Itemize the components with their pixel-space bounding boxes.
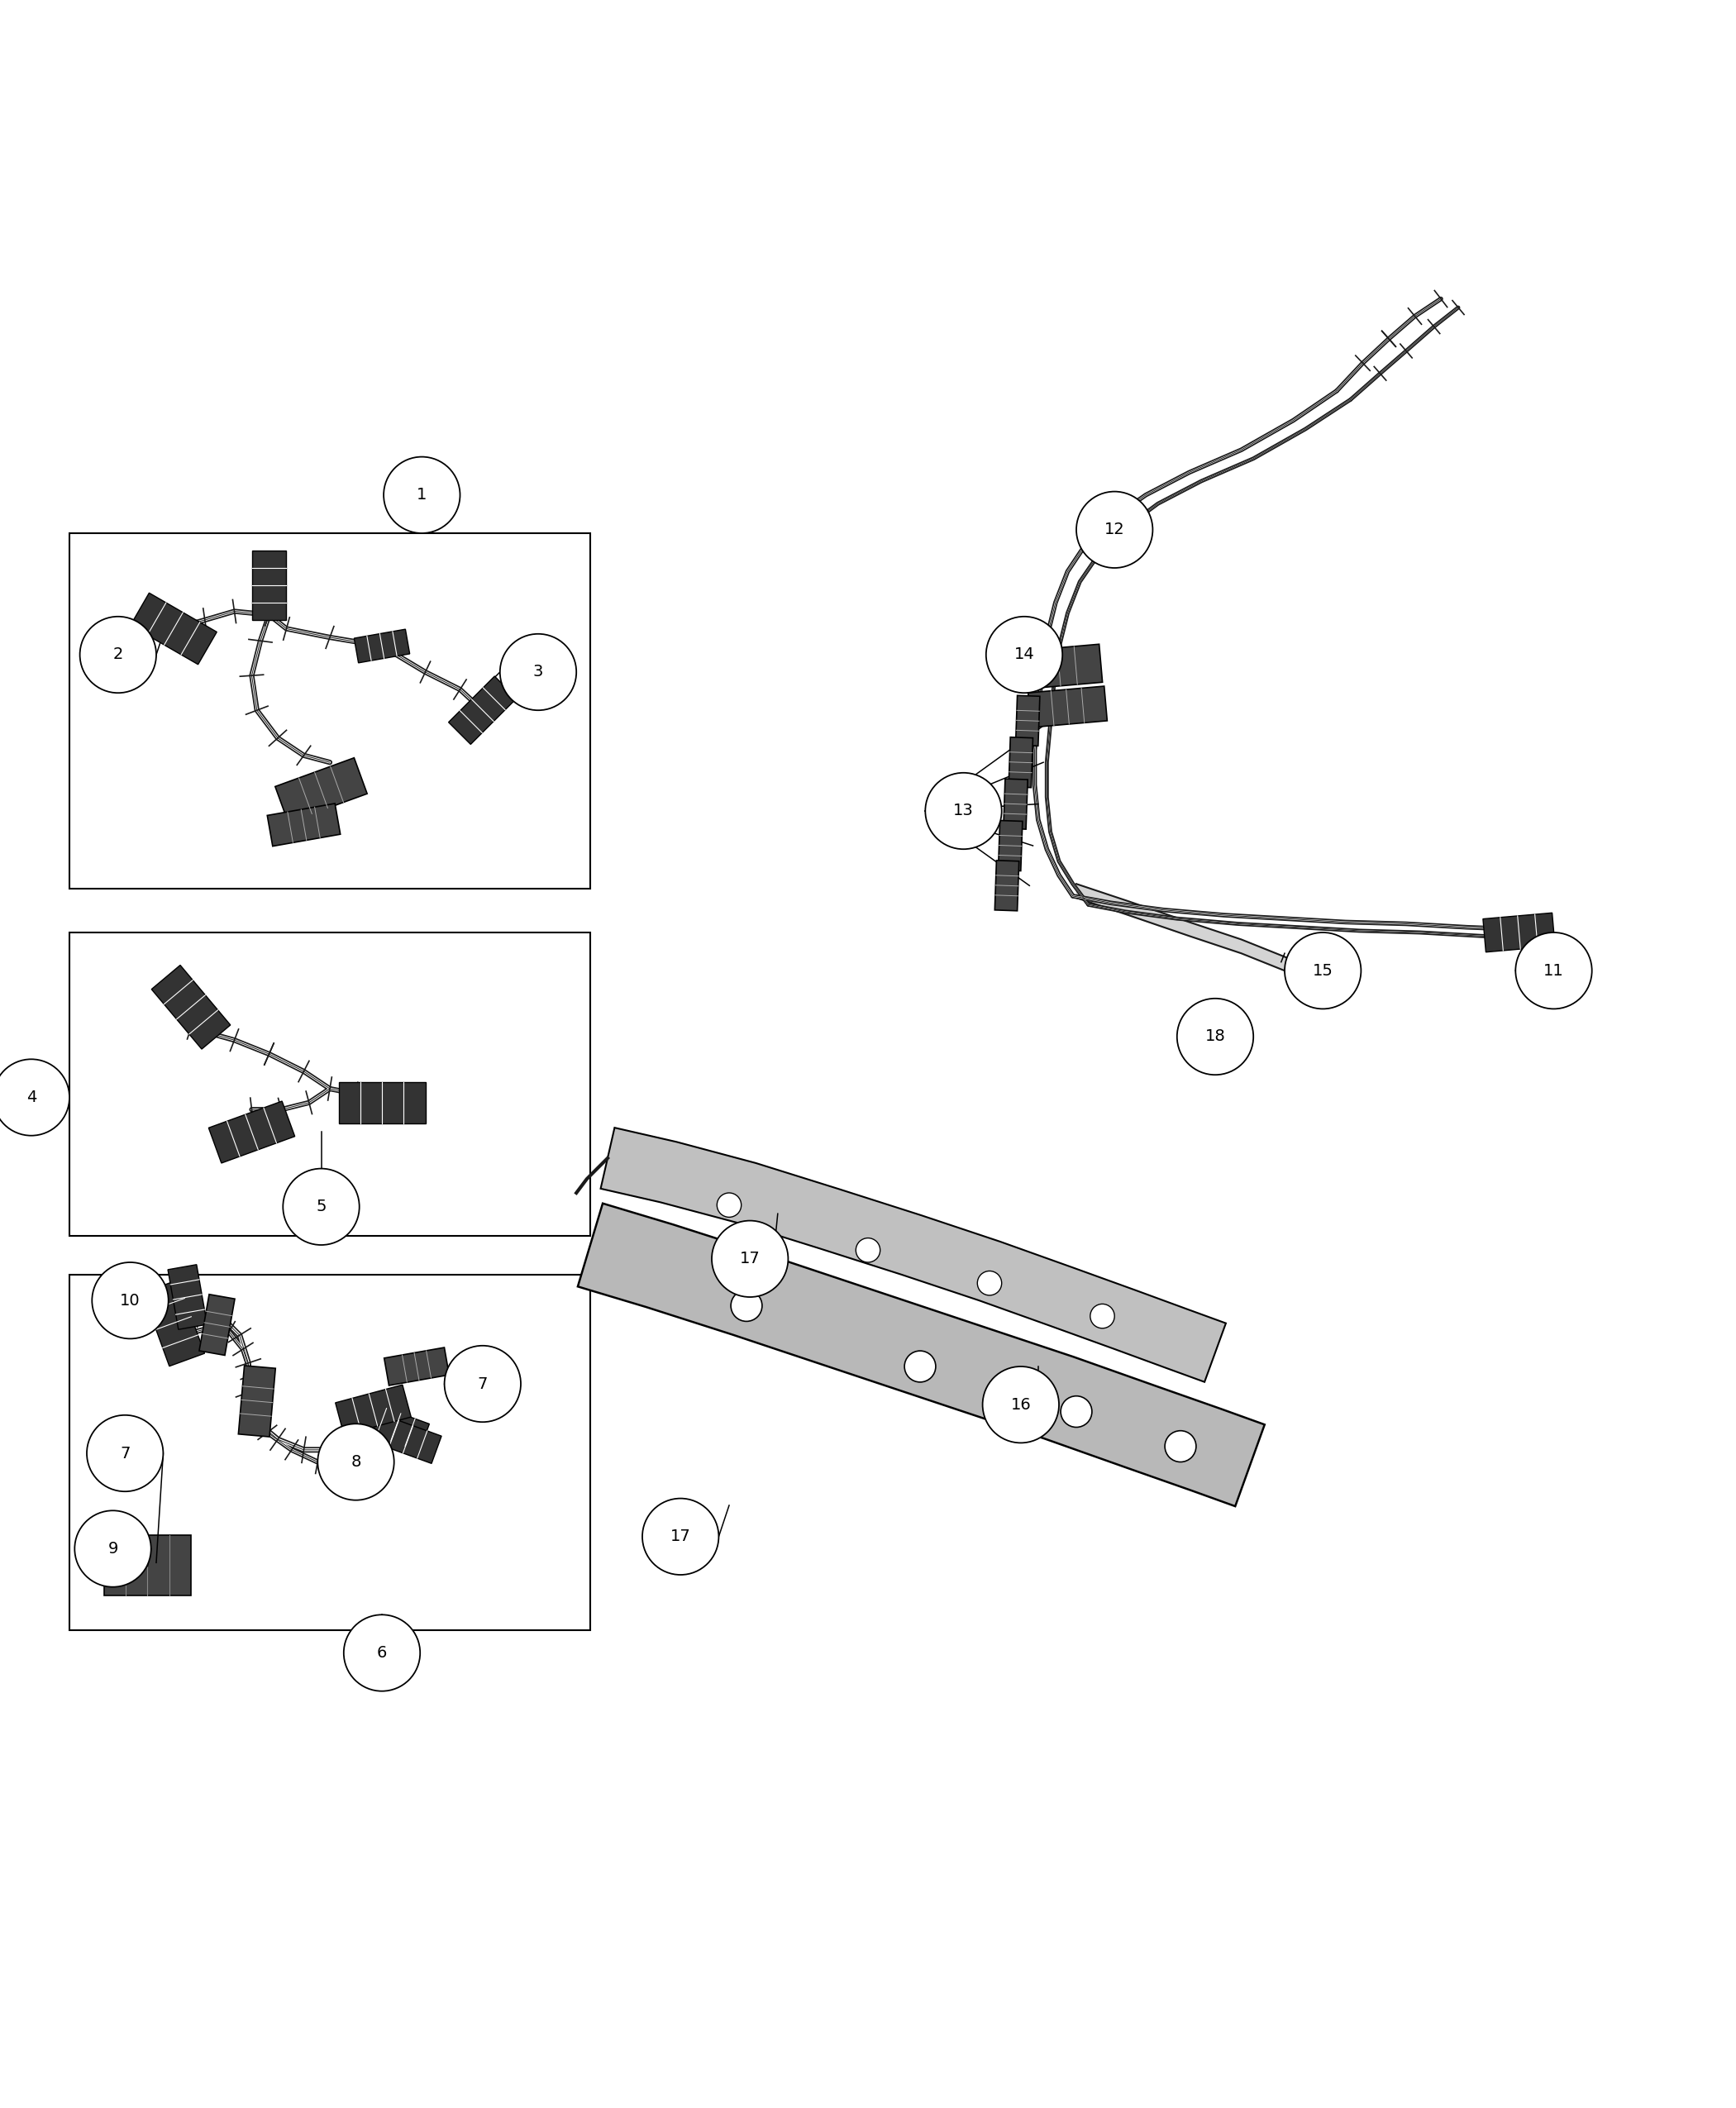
Polygon shape (267, 803, 340, 845)
Text: 18: 18 (1205, 1029, 1226, 1043)
Polygon shape (578, 1204, 1264, 1507)
Polygon shape (335, 1385, 411, 1436)
Text: 17: 17 (670, 1528, 691, 1545)
Polygon shape (238, 1366, 276, 1438)
Circle shape (384, 457, 460, 533)
Polygon shape (354, 628, 410, 662)
Circle shape (856, 1237, 880, 1263)
Polygon shape (995, 860, 1019, 911)
Circle shape (983, 1366, 1059, 1442)
Text: 5: 5 (316, 1199, 326, 1214)
Polygon shape (274, 757, 368, 822)
Text: 1: 1 (417, 487, 427, 504)
Circle shape (318, 1423, 394, 1501)
Text: 17: 17 (740, 1250, 760, 1267)
Polygon shape (168, 1265, 207, 1330)
Text: 10: 10 (120, 1292, 141, 1309)
Polygon shape (601, 1128, 1226, 1383)
Circle shape (1165, 1431, 1196, 1463)
Polygon shape (252, 550, 286, 620)
Polygon shape (448, 677, 517, 744)
Polygon shape (375, 1414, 441, 1463)
Text: 11: 11 (1543, 963, 1564, 978)
Circle shape (283, 1168, 359, 1246)
Text: 2: 2 (113, 647, 123, 662)
Circle shape (977, 1271, 1002, 1294)
Circle shape (1516, 932, 1592, 1010)
Text: 7: 7 (477, 1377, 488, 1391)
Polygon shape (130, 592, 217, 664)
Circle shape (642, 1499, 719, 1575)
Circle shape (75, 1511, 151, 1587)
Text: 16: 16 (1010, 1398, 1031, 1412)
Bar (69, 932, 590, 1235)
Text: 3: 3 (533, 664, 543, 681)
Text: 6: 6 (377, 1644, 387, 1661)
Text: 15: 15 (1312, 963, 1333, 978)
Polygon shape (363, 1404, 429, 1450)
Text: 7: 7 (120, 1446, 130, 1461)
Polygon shape (1016, 645, 1102, 689)
Circle shape (87, 1414, 163, 1492)
Bar (69, 533, 590, 890)
Circle shape (925, 774, 1002, 850)
Circle shape (92, 1263, 168, 1339)
Circle shape (1285, 932, 1361, 1010)
Circle shape (444, 1345, 521, 1423)
Circle shape (344, 1615, 420, 1691)
Text: 8: 8 (351, 1455, 361, 1469)
Polygon shape (1028, 687, 1108, 727)
Text: 9: 9 (108, 1541, 118, 1556)
Polygon shape (339, 1081, 425, 1124)
Text: 13: 13 (953, 803, 974, 818)
Polygon shape (104, 1535, 191, 1596)
Circle shape (717, 1193, 741, 1216)
Circle shape (731, 1290, 762, 1322)
Circle shape (1090, 1305, 1115, 1328)
Polygon shape (208, 1100, 295, 1164)
Circle shape (986, 616, 1062, 694)
Polygon shape (1003, 778, 1028, 828)
Circle shape (1177, 999, 1253, 1075)
Circle shape (1061, 1395, 1092, 1427)
Bar (69, 1275, 590, 1629)
Circle shape (712, 1221, 788, 1296)
Polygon shape (200, 1294, 234, 1355)
Circle shape (0, 1058, 69, 1136)
Circle shape (80, 616, 156, 694)
Polygon shape (151, 965, 231, 1050)
Circle shape (1076, 491, 1153, 567)
Text: 14: 14 (1014, 647, 1035, 662)
Circle shape (500, 635, 576, 710)
Polygon shape (1009, 738, 1033, 788)
Text: 12: 12 (1104, 523, 1125, 538)
Polygon shape (384, 1347, 450, 1385)
Circle shape (904, 1351, 936, 1383)
Polygon shape (1483, 913, 1555, 953)
Polygon shape (142, 1280, 205, 1366)
Text: 4: 4 (26, 1090, 36, 1105)
Polygon shape (1016, 696, 1040, 746)
Polygon shape (998, 820, 1023, 871)
